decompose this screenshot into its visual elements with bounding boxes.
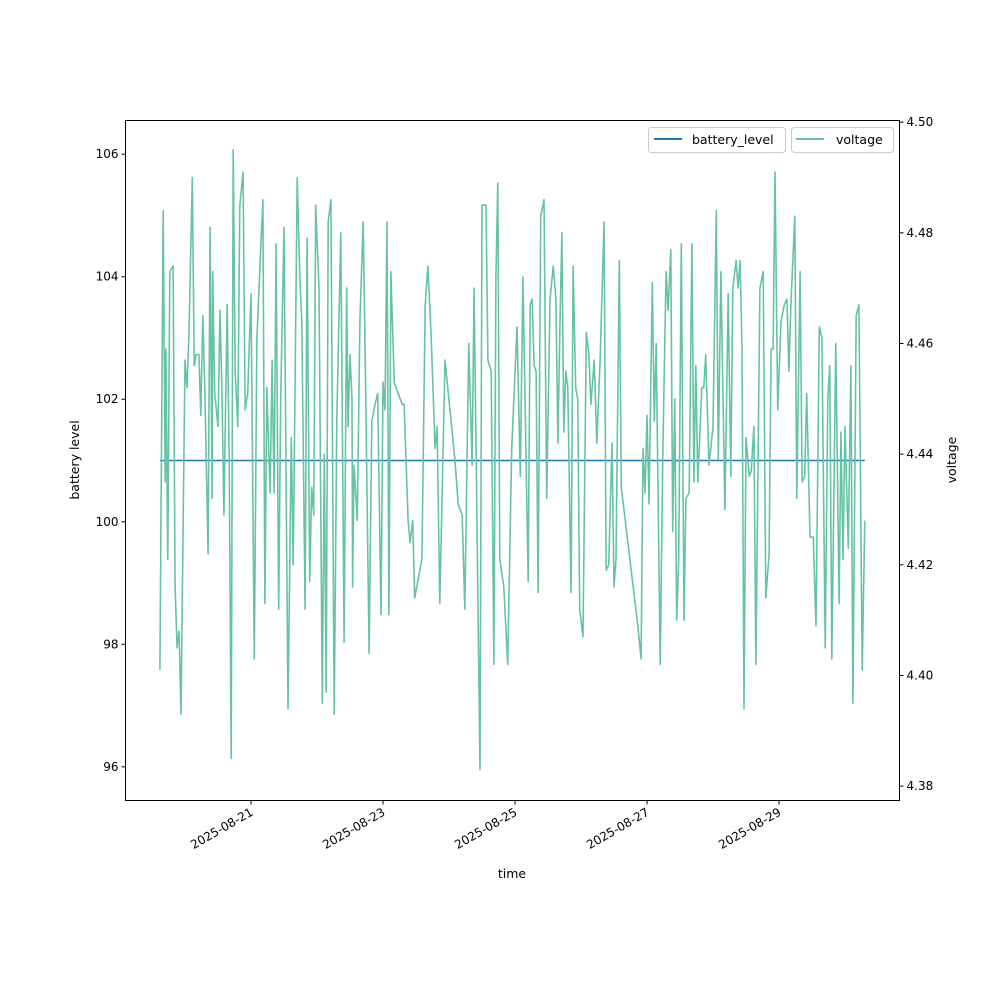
y-left-tick-label: 104 (96, 270, 119, 284)
y-left-tick-label: 98 (103, 637, 118, 651)
y-axis-right-label: voltage (944, 436, 959, 483)
legend-voltage: voltage (791, 127, 894, 153)
y-left-tick-label: 102 (96, 392, 119, 406)
y-left-tick-label: 106 (96, 147, 119, 161)
y-right-tick-label: 4.42 (907, 558, 934, 572)
x-axis-label: time (498, 866, 527, 881)
y-right-tick-label: 4.44 (907, 447, 934, 461)
legend-label-voltage: voltage (836, 132, 883, 147)
y-axis-left-label: battery level (67, 420, 82, 499)
y-right-tick-label: 4.48 (907, 226, 934, 240)
y-right-tick-label: 4.40 (907, 668, 934, 682)
plot-frame (125, 120, 900, 801)
y-right-tick-label: 4.46 (907, 336, 934, 350)
legend-label-battery-level: battery_level (692, 132, 774, 147)
y-right-tick-label: 4.50 (907, 115, 934, 129)
series-line-voltage (159, 149, 866, 771)
y-right-tick-label: 4.38 (907, 779, 934, 793)
legend-battery-level: battery_level (648, 127, 786, 153)
y-left-tick-label: 96 (103, 760, 118, 774)
y-left-tick-label: 100 (96, 515, 119, 529)
